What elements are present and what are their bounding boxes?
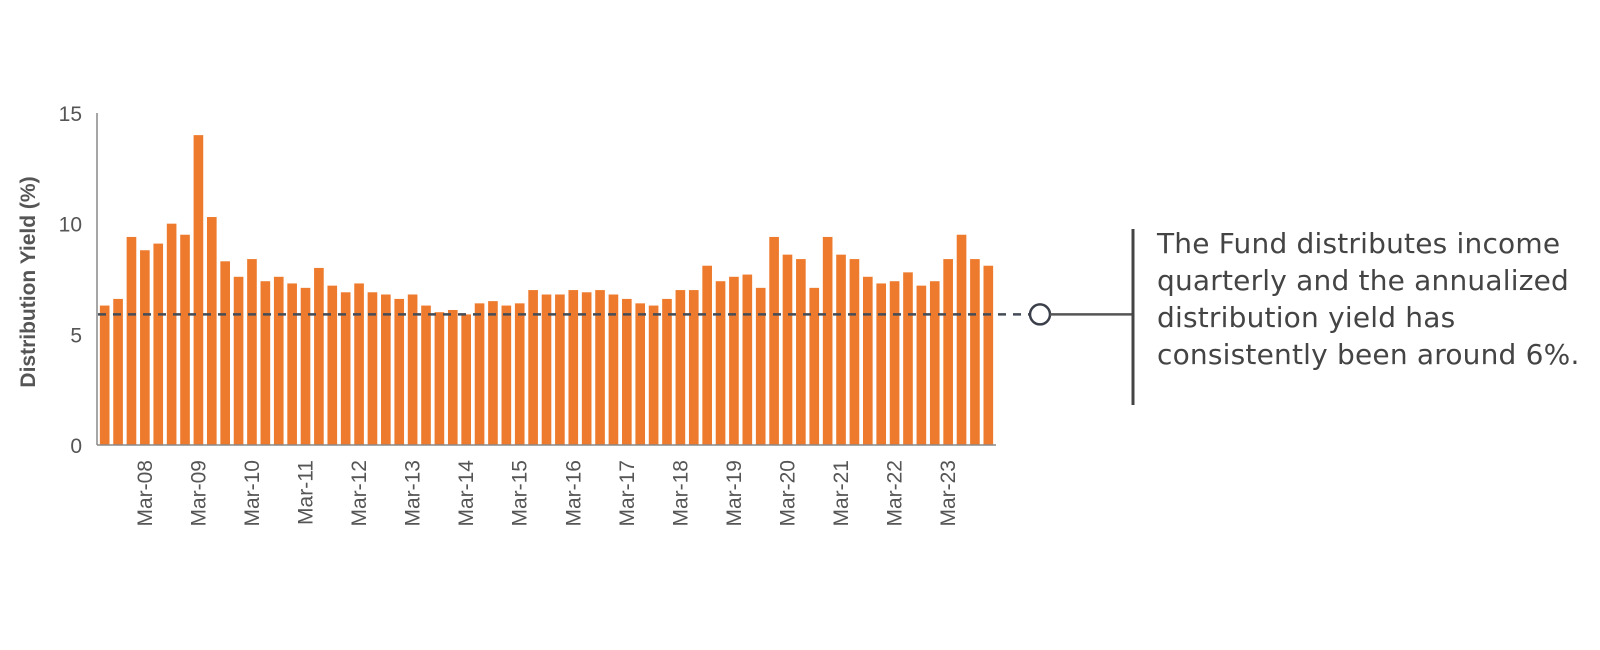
bar xyxy=(501,305,512,445)
bar xyxy=(581,292,592,445)
bar xyxy=(943,259,953,445)
bar xyxy=(447,309,458,445)
bar xyxy=(99,305,110,445)
bar xyxy=(688,290,699,445)
bar xyxy=(809,287,820,445)
bar xyxy=(755,287,766,445)
bar xyxy=(983,265,994,445)
y-tick-label: 10 xyxy=(59,214,82,237)
x-tick-label: Mar-23 xyxy=(937,460,960,527)
bar xyxy=(407,294,418,445)
x-tick-label: Mar-17 xyxy=(616,460,639,527)
bar xyxy=(970,259,980,445)
bar xyxy=(849,259,860,445)
bar xyxy=(929,281,940,445)
bar xyxy=(166,223,177,445)
x-tick-label: Mar-20 xyxy=(777,460,800,527)
x-tick-label: Mar-19 xyxy=(723,460,746,527)
bar xyxy=(126,236,137,445)
bar xyxy=(488,301,498,445)
bar xyxy=(889,281,900,445)
callout-text: The Fund distributes income quarterly an… xyxy=(1157,227,1580,371)
bar xyxy=(862,276,873,445)
bar xyxy=(206,217,217,445)
bar xyxy=(622,298,632,445)
y-tick-label: 15 xyxy=(59,103,82,126)
bar xyxy=(233,276,244,445)
x-tick-label: Mar-09 xyxy=(187,460,210,527)
y-tick-label: 5 xyxy=(70,324,82,347)
x-tick-label: Mar-18 xyxy=(669,460,692,527)
y-tick-labels: 0 5 10 15 xyxy=(59,103,82,458)
bar xyxy=(220,261,231,445)
bar xyxy=(354,283,364,445)
bar xyxy=(769,236,779,445)
bar xyxy=(367,292,378,445)
bar xyxy=(474,303,485,445)
bar xyxy=(595,290,605,445)
bar xyxy=(662,298,672,445)
bar xyxy=(782,254,793,445)
bar xyxy=(247,259,257,445)
bar xyxy=(300,287,311,445)
bar xyxy=(568,290,579,445)
bar xyxy=(193,135,204,445)
x-tick-label: Mar-14 xyxy=(455,460,478,527)
bar xyxy=(715,281,726,445)
x-tick-label: Mar-16 xyxy=(562,460,585,527)
bars xyxy=(99,135,994,445)
bar xyxy=(648,305,659,445)
bar xyxy=(381,294,391,445)
bar xyxy=(541,294,552,445)
bar xyxy=(555,294,565,445)
bar xyxy=(273,276,284,445)
bar xyxy=(635,303,646,445)
bar xyxy=(421,305,431,445)
bar xyxy=(140,250,150,445)
callout-marker-icon xyxy=(1028,303,1052,326)
x-tick-label: Mar-13 xyxy=(402,460,425,527)
bar xyxy=(956,234,967,445)
bar xyxy=(742,274,753,445)
bar xyxy=(608,294,619,445)
bar xyxy=(394,298,405,445)
bar xyxy=(314,267,324,445)
x-tick-labels: Mar-08 Mar-09 Mar-10 Mar-11 Mar-12 Mar-13 Mar-… xyxy=(134,460,960,527)
bar xyxy=(327,285,338,445)
bar xyxy=(903,272,913,445)
bar xyxy=(876,283,887,445)
bar xyxy=(260,281,271,445)
bar xyxy=(796,259,806,445)
bar xyxy=(153,243,164,445)
bar xyxy=(528,290,538,445)
bar xyxy=(729,276,739,445)
bar xyxy=(514,303,525,445)
bar xyxy=(461,314,471,445)
x-tick-label: Mar-10 xyxy=(241,460,264,527)
bar xyxy=(340,292,351,445)
bar xyxy=(113,298,123,445)
x-tick-label: Mar-11 xyxy=(295,460,318,525)
x-tick-label: Mar-08 xyxy=(134,460,157,527)
x-tick-label: Mar-15 xyxy=(509,460,532,527)
y-axis-title: Distribution Yield (%) xyxy=(17,176,40,387)
bar xyxy=(180,234,190,445)
bar xyxy=(822,236,833,445)
bar xyxy=(702,265,712,445)
bar xyxy=(287,283,297,445)
x-tick-label: Mar-22 xyxy=(884,460,907,527)
bar xyxy=(836,254,846,445)
bar xyxy=(675,290,686,445)
x-tick-label: Mar-12 xyxy=(348,460,371,527)
x-tick-label: Mar-21 xyxy=(830,460,853,527)
bar xyxy=(434,312,445,445)
bar xyxy=(916,285,927,445)
y-tick-label: 0 xyxy=(70,435,82,458)
